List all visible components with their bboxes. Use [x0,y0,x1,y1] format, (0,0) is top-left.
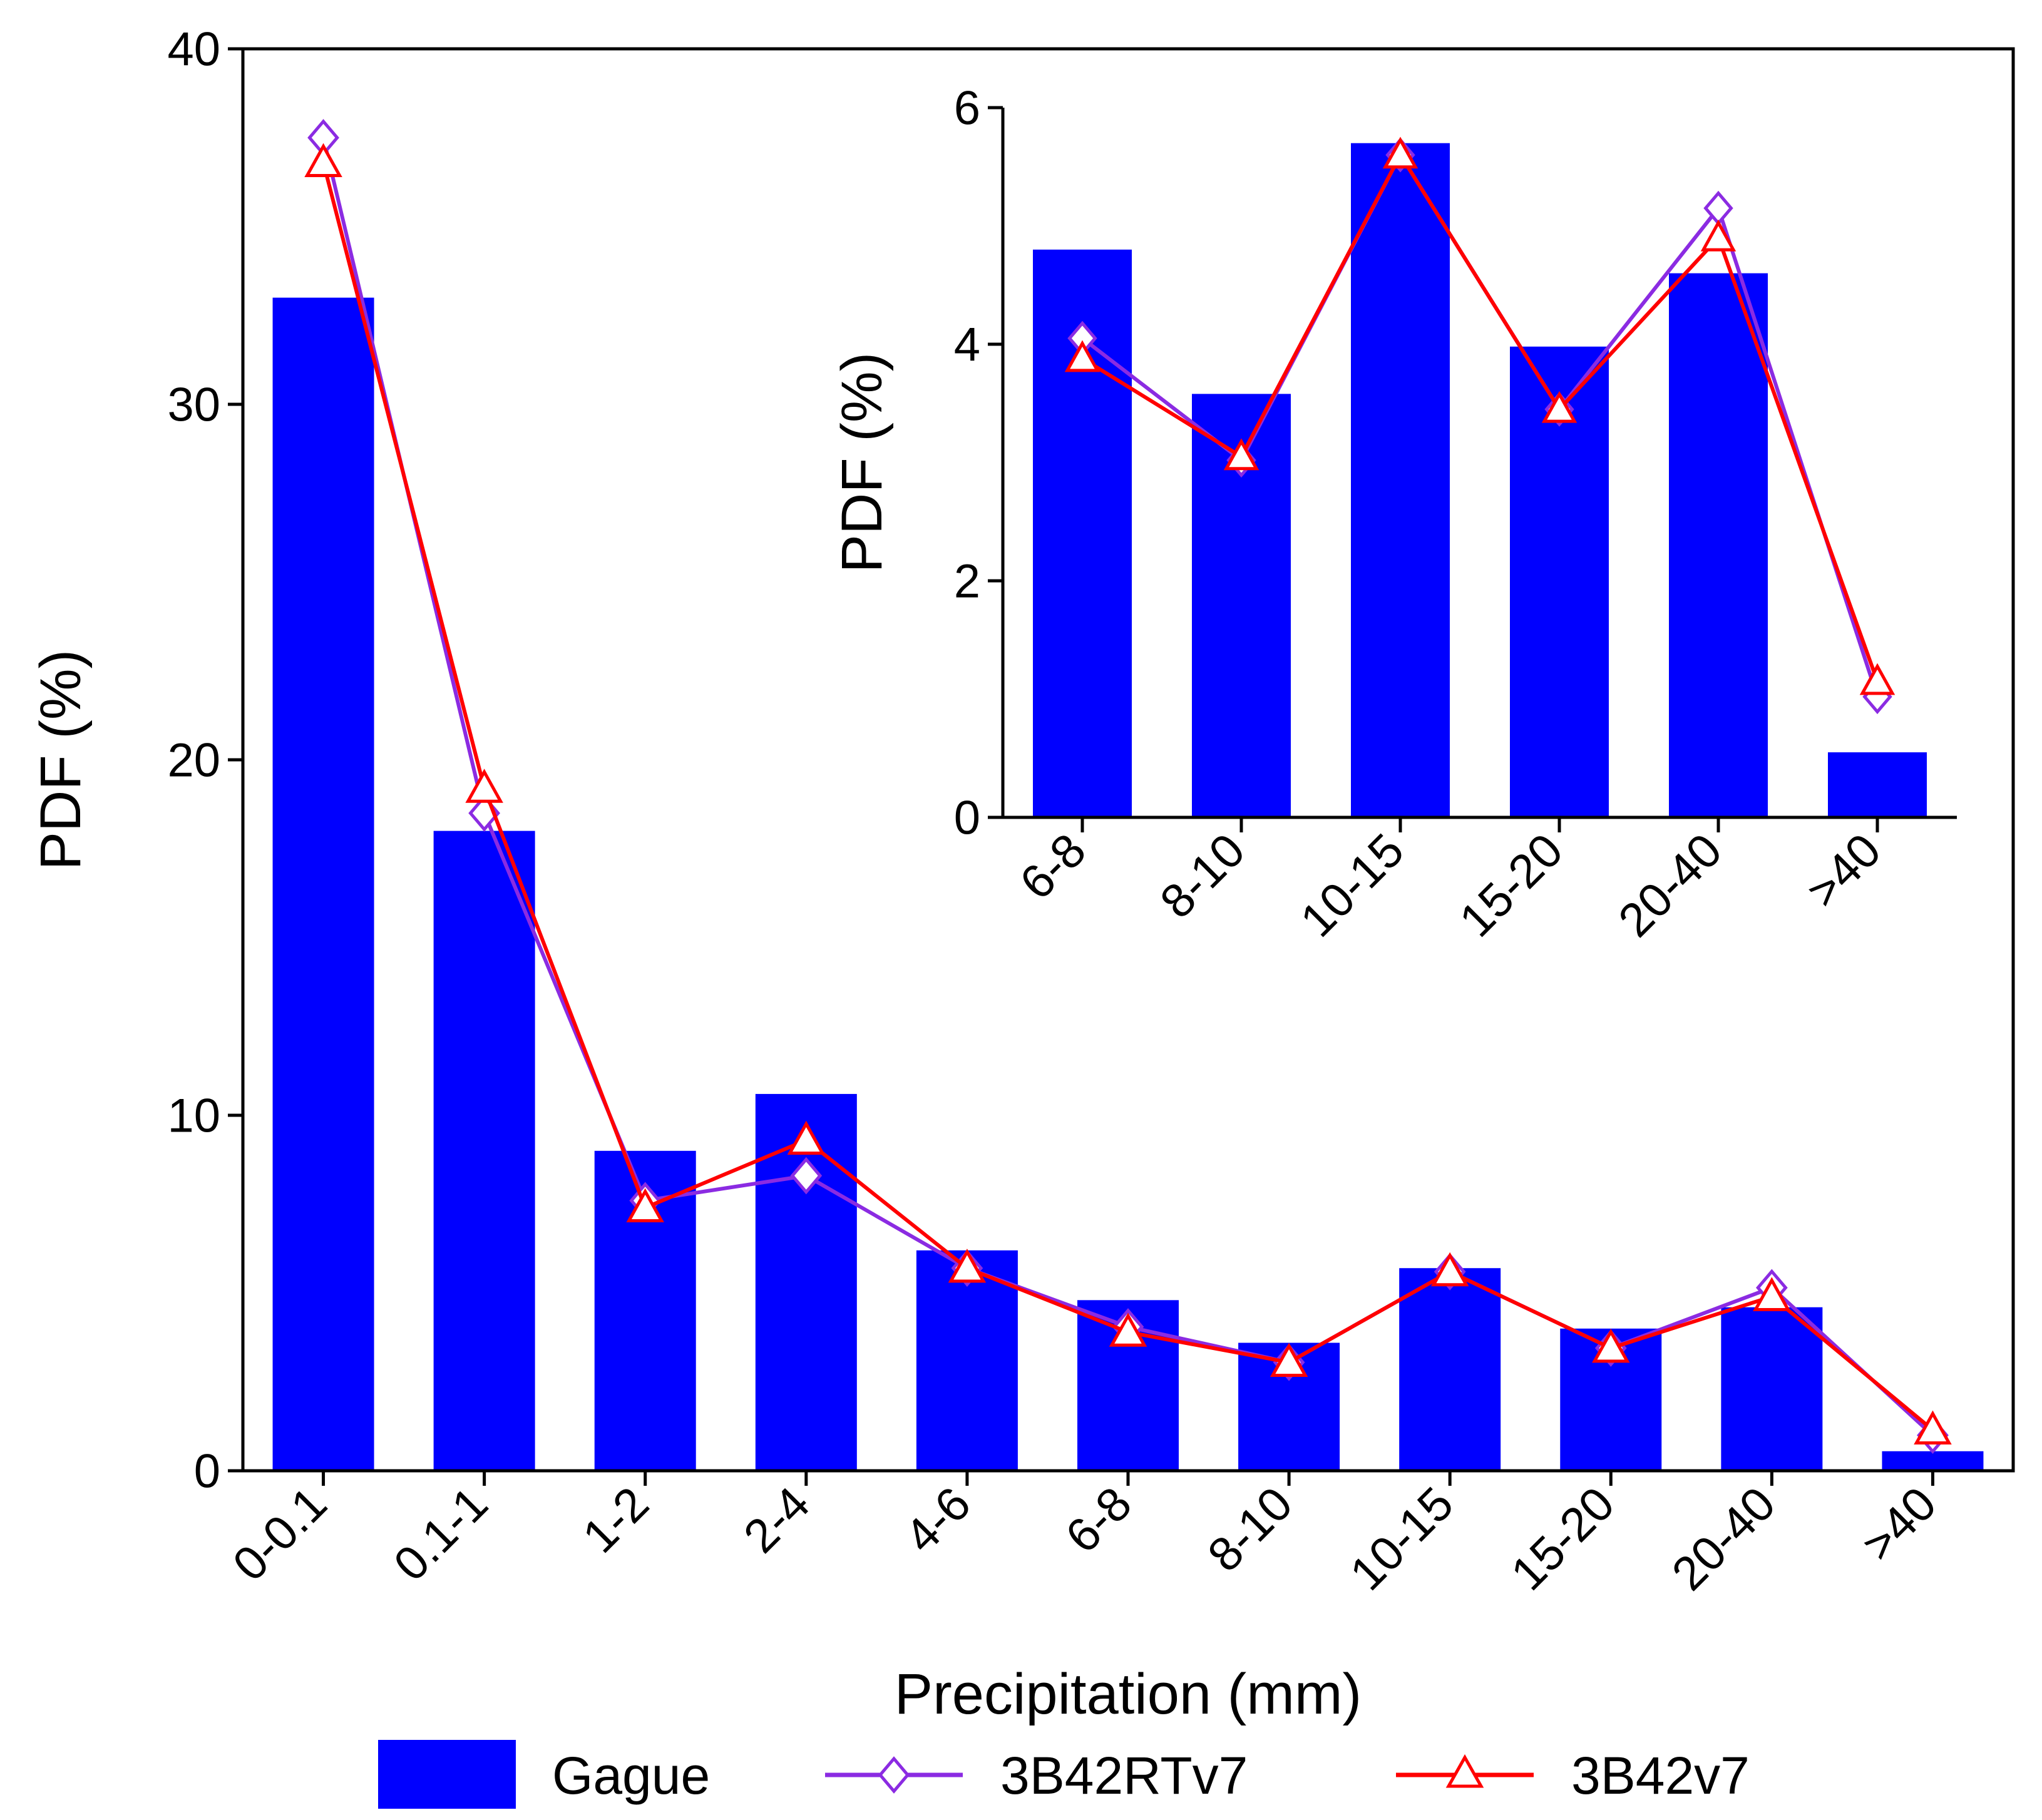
bar-gague-10-15 [1351,143,1450,818]
bar-gague-gt40 [1882,1451,1984,1471]
y-tick-label: 30 [167,379,220,432]
y-tick-label: 40 [167,23,220,76]
bar-gague-10-15 [1399,1268,1501,1471]
y-tick-label: 4 [954,319,980,372]
x-tick-label-gt40: >40 [1797,824,1891,918]
point-3b42v7-8-10 [1270,1342,1308,1378]
y-tick-label: 0 [954,792,980,845]
point-3b42v7-1-2 [626,1188,664,1222]
point-3b42v7-15-20 [1541,391,1578,423]
x-tick-label-8-10: 8-10 [1198,1477,1303,1582]
point-3b42v7-4-6 [948,1249,987,1283]
x-tick-label-6-8: 6-8 [1055,1477,1142,1563]
point-3b42rtv7-2-4 [790,1157,823,1195]
x-tick-label-0-0-1: 0-0.1 [223,1477,337,1592]
x-tick-label-4-6: 4-6 [895,1477,981,1563]
y-tick-label: 6 [954,82,980,135]
x-tick-label-6-8: 6-8 [1010,824,1096,910]
x-tick-label-15-20: 15-20 [1449,824,1573,948]
point-3b42v7-gt40 [1914,1410,1952,1444]
x-tick-label-10-15: 10-15 [1340,1477,1464,1601]
point-3b42v7-6-8 [1064,340,1101,372]
bar-gague-20-40 [1721,1307,1823,1471]
legend-item-gague: Gague [378,1740,710,1809]
point-3b42v7-10-15 [1430,1252,1469,1287]
legend-item-3b42rtv7: 3B42RTv7 [825,1746,1248,1805]
bar-gague-gt40 [1828,752,1927,817]
x-tick-label-20-40: 20-40 [1608,824,1732,948]
x-tick-label-0-1-1: 0.1-1 [384,1477,498,1592]
bar-gague-4-6 [916,1250,1018,1471]
legend: Gague 3B42RTv7 3B42v7 [378,1740,1750,1809]
legend-label-gague: Gague [552,1746,710,1805]
point-3b42v7-20-40 [1753,1277,1791,1311]
x-tick-label-gt40: >40 [1852,1477,1946,1572]
x-tick-label-20-40: 20-40 [1662,1477,1786,1601]
x-axis-title: Precipitation (mm) [895,1662,1362,1726]
x-tick-label-2-4: 2-4 [734,1477,820,1563]
x-tick-label-15-20: 15-20 [1501,1477,1625,1601]
y-tick-label: 0 [194,1445,220,1498]
bar-gague-0-0-1 [272,297,374,1471]
y-axis-title: PDF (%) [29,650,93,871]
legend-marker-diamond [878,1756,910,1794]
legend-swatch-gague [378,1740,516,1809]
point-3b42v7-2-4 [787,1120,826,1155]
legend-label-3b42rtv7: 3B42RTv7 [1000,1746,1248,1805]
inset-chart: 0 2 4 6 6-8 8-10 10-15 15-20 20-40 >40 PDF (%) [830,82,1957,948]
bar-gague-2-4 [755,1093,857,1471]
point-3b42v7-gt40 [1859,663,1896,695]
legend-item-3b42v7: 3B42v7 [1396,1746,1750,1805]
point-3b42v7-6-8 [1109,1312,1147,1347]
point-3b42v7-15-20 [1592,1328,1630,1363]
x-tick-label-1-2: 1-2 [573,1477,659,1563]
legend-label-3b42v7: 3B42v7 [1571,1746,1750,1805]
series-line-3b42v7 [1081,151,1879,682]
y-axis-title: PDF (%) [830,352,894,573]
y-tick-label: 20 [167,734,220,787]
legend-marker-triangle [1445,1754,1484,1788]
bar-gague-0-1-1 [433,831,535,1471]
x-tick-label-8-10: 8-10 [1150,824,1255,929]
point-3b42v7-0-1-1 [465,769,503,803]
bar-gague-20-40 [1669,273,1768,818]
point-3b42v7-0-0-1 [304,143,342,178]
point-3b42v7-8-10 [1223,438,1260,471]
y-tick-label: 2 [954,555,980,608]
y-tick-label: 10 [167,1090,220,1143]
point-3b42v7-10-15 [1382,136,1419,169]
x-tick-label-10-15: 10-15 [1290,824,1414,948]
point-3b42v7-20-40 [1700,219,1737,252]
